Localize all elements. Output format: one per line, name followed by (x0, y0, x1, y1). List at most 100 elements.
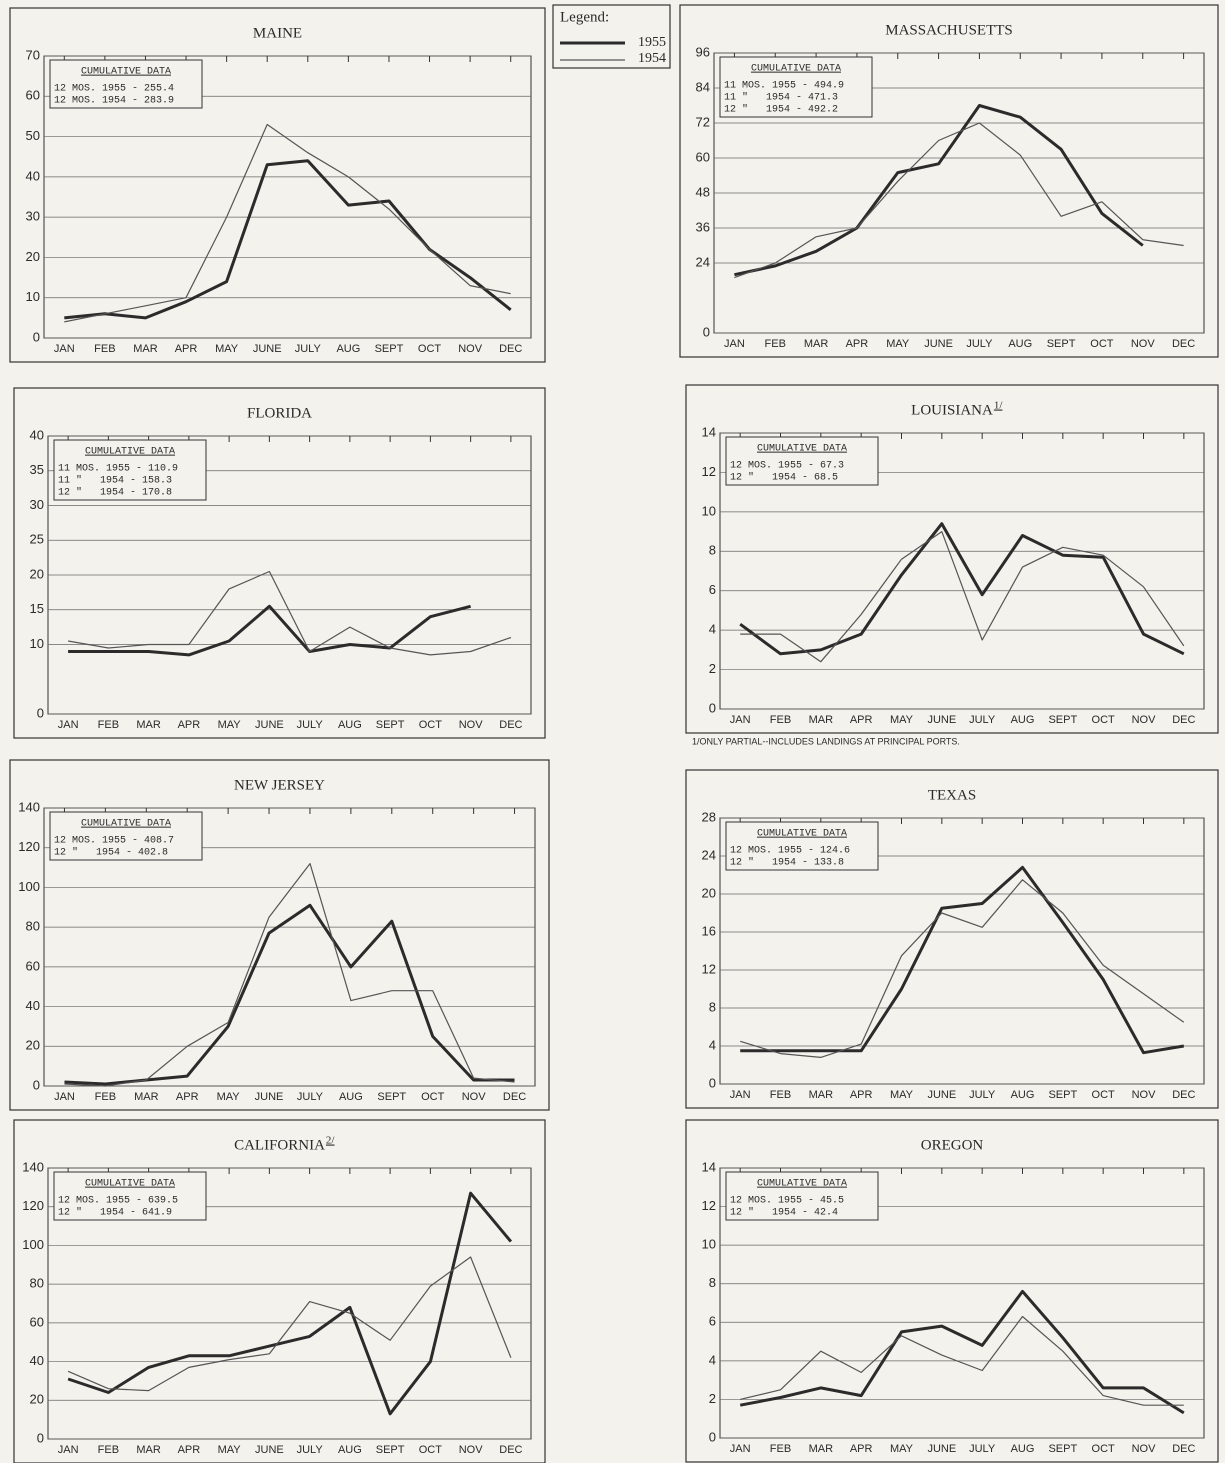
x-tick-label: DEC (1172, 1443, 1195, 1455)
x-tick-label: OCT (1092, 714, 1116, 726)
x-tick-label: JUNE (927, 1443, 956, 1455)
chart-title: LOUISIANA (911, 402, 993, 418)
x-tick-label: AUG (339, 1091, 363, 1103)
box-line: 12 MOS. 1955 - 45.5 (730, 1196, 844, 1207)
chart-title: OREGON (921, 1137, 984, 1153)
x-tick-label: JAN (730, 1089, 751, 1101)
x-tick-label: AUG (338, 1444, 362, 1456)
chart-title: MASSACHUSETTS (885, 22, 1013, 38)
y-tick-label: 8 (709, 543, 716, 558)
x-tick-label: JUNE (924, 338, 953, 350)
series-line (67, 1191, 513, 1416)
y-tick-label: 20 (30, 1392, 44, 1407)
x-tick-label: NOV (1132, 1089, 1157, 1101)
box-title: CUMULATIVE DATA (757, 444, 847, 455)
x-tick-label: NOV (458, 343, 483, 355)
y-tick-label: 10 (26, 289, 40, 304)
x-tick-label: JAN (58, 719, 79, 731)
x-tick-label: NOV (459, 1444, 484, 1456)
y-tick-label: 60 (696, 149, 710, 164)
y-tick-label: 14 (702, 1159, 716, 1174)
x-tick-label: FEB (98, 1444, 119, 1456)
x-tick-label: MAY (217, 1091, 241, 1103)
box-title: CUMULATIVE DATA (751, 64, 841, 75)
y-tick-label: 120 (18, 839, 40, 854)
x-tick-label: OCT (421, 1091, 445, 1103)
y-tick-label: 2 (709, 661, 716, 676)
box-title: CUMULATIVE DATA (81, 67, 171, 78)
x-tick-label: JUNE (253, 343, 282, 355)
box-title: CUMULATIVE DATA (757, 1179, 847, 1190)
x-tick-label: JULY (969, 1443, 996, 1455)
x-tick-label: JUNE (255, 719, 284, 731)
y-tick-label: 35 (30, 462, 44, 477)
series-line (740, 1315, 1184, 1406)
box-line: 12 " 1954 - 402.8 (54, 847, 168, 859)
cumulative-box (53, 439, 207, 501)
y-tick-label: 20 (702, 885, 716, 900)
y-tick-label: 4 (709, 622, 716, 637)
y-tick-label: 0 (33, 1077, 40, 1092)
box-line: 12 " 1954 - 42.4 (730, 1207, 838, 1219)
y-tick-label: 60 (26, 958, 40, 973)
series-line (64, 903, 515, 1086)
x-tick-label: AUG (1011, 1089, 1035, 1101)
y-tick-label: 48 (696, 184, 710, 199)
x-tick-label: DEC (503, 1091, 526, 1103)
y-tick-label: 28 (702, 809, 716, 824)
box-line: 12 MOS. 1955 - 124.6 (730, 846, 850, 857)
box-line: 12 MOS. 1955 - 639.5 (58, 1196, 178, 1207)
series-line (740, 879, 1185, 1058)
legend-label: 1955 (638, 35, 666, 50)
x-tick-label: FEB (765, 338, 786, 350)
box-line: 11 " 1954 - 471.3 (724, 92, 838, 104)
y-tick-label: 140 (18, 799, 40, 814)
panel-frame (9, 7, 546, 363)
x-tick-label: SEPT (1048, 714, 1077, 726)
box-line: 11 " 1954 - 158.3 (58, 475, 172, 487)
x-tick-label: MAR (133, 343, 158, 355)
box-title: CUMULATIVE DATA (757, 829, 847, 840)
x-tick-label: NOV (1131, 338, 1156, 350)
x-tick-label: AUG (336, 343, 360, 355)
series-line (64, 123, 511, 323)
x-tick-label: JAN (54, 1091, 75, 1103)
x-tick-label: FEB (95, 1091, 116, 1103)
x-tick-label: MAY (890, 1089, 914, 1101)
chart-title: NEW JERSEY (234, 777, 325, 793)
panel-frame (679, 4, 1219, 358)
footnote: 1/ONLY PARTIAL--INCLUDES LANDINGS AT PRI… (692, 736, 960, 746)
chart-title: MAINE (253, 25, 302, 41)
y-tick-label: 20 (30, 566, 44, 581)
y-tick-label: 10 (702, 503, 716, 518)
x-tick-label: SEPT (377, 1091, 406, 1103)
x-tick-label: DEC (1172, 338, 1195, 350)
series-line (740, 865, 1185, 1055)
x-tick-label: MAR (809, 1443, 834, 1455)
series-line (67, 1256, 512, 1392)
series-line (740, 531, 1185, 663)
x-tick-label: AUG (338, 719, 362, 731)
series-line (67, 570, 512, 656)
x-tick-label: SEPT (376, 1444, 405, 1456)
x-tick-label: MAY (218, 1444, 242, 1456)
x-tick-label: APR (846, 338, 869, 350)
x-tick-label: MAR (809, 1089, 834, 1101)
box-line: 12 " 1954 - 641.9 (58, 1207, 172, 1219)
x-tick-label: NOV (1132, 714, 1157, 726)
x-tick-label: MAR (134, 1091, 159, 1103)
chart-title: FLORIDA (247, 405, 312, 421)
cumulative-box (725, 821, 879, 871)
cumulative-box (725, 436, 879, 486)
y-tick-label: 8 (709, 1275, 716, 1290)
y-tick-label: 6 (709, 1314, 716, 1329)
x-tick-label: SEPT (1048, 1089, 1077, 1101)
x-tick-label: JUNE (255, 1091, 284, 1103)
x-tick-label: NOV (459, 719, 484, 731)
x-tick-label: MAY (890, 714, 914, 726)
y-tick-label: 0 (703, 324, 710, 339)
x-tick-label: SEPT (375, 343, 404, 355)
box-line: 12 " 1954 - 492.2 (724, 104, 838, 116)
cumulative-box (49, 811, 203, 861)
x-tick-label: NOV (462, 1091, 487, 1103)
